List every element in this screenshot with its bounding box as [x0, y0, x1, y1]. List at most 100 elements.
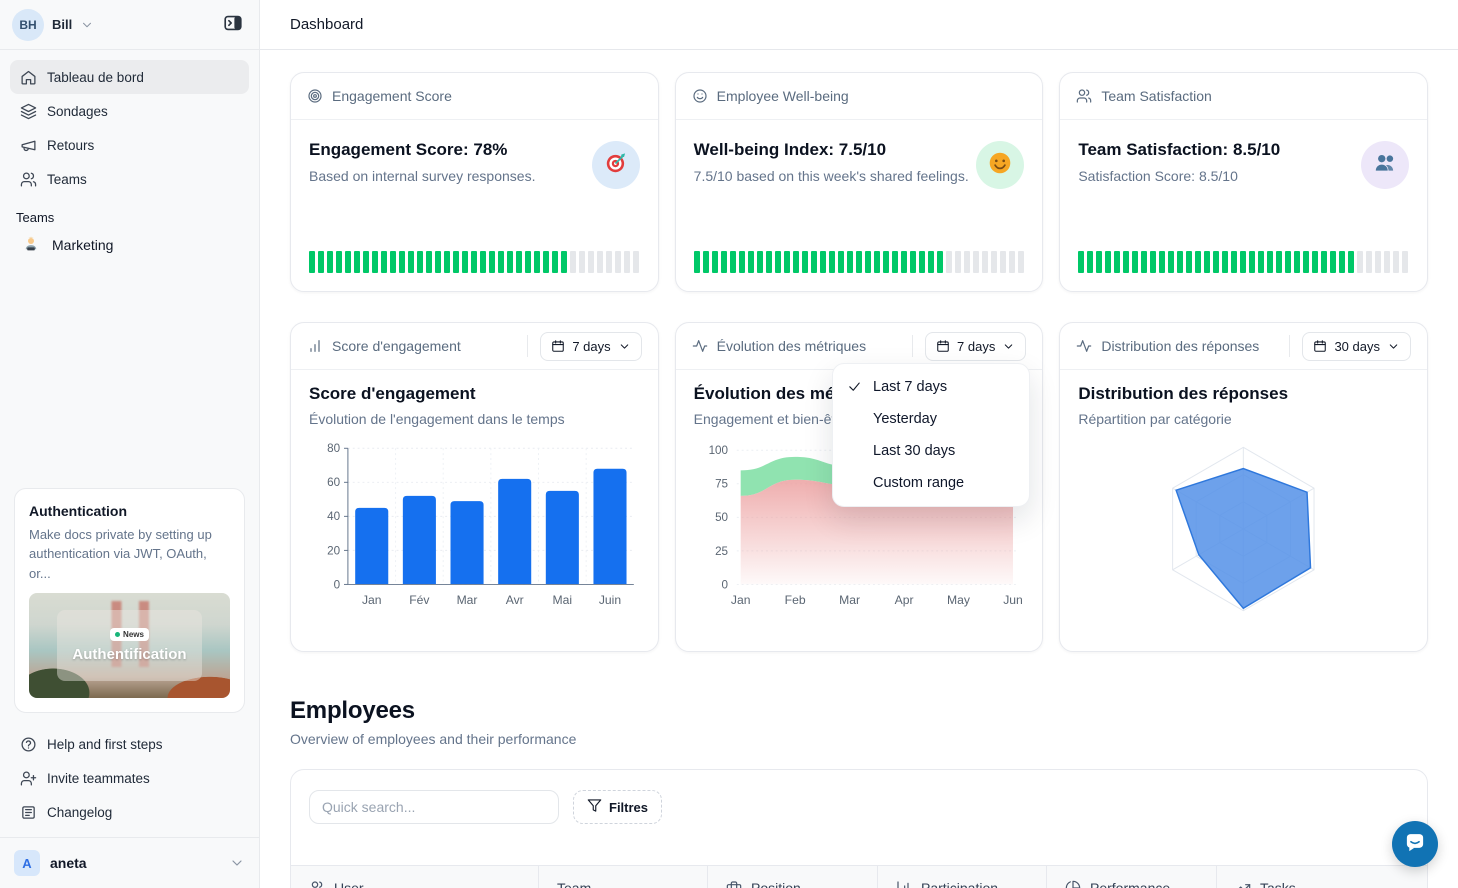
sidebar-header: BH Bill: [0, 0, 259, 50]
progress-segment: [1321, 251, 1328, 273]
chat-launcher-button[interactable]: [1392, 821, 1438, 867]
progress-segment: [480, 251, 486, 273]
promo-image-overlay: News Authentification: [57, 609, 202, 682]
progress-segment: [327, 251, 333, 273]
stat-card-body: Well-being Index: 7.5/10 7.5/10 based on …: [676, 120, 1043, 204]
users-icon: [309, 880, 325, 888]
progress-segment: [597, 251, 603, 273]
sidebar-item-changelog[interactable]: Changelog: [10, 795, 249, 829]
sidebar-item-tableau-de-bord[interactable]: Tableau de bord: [10, 60, 249, 94]
column-header-user[interactable]: User: [291, 866, 539, 888]
pie-chart-icon: [1065, 880, 1081, 888]
svg-text:80: 80: [327, 442, 340, 455]
chart-card-body: Score d'engagement Évolution de l'engagem…: [291, 370, 658, 627]
progress-segment: [1312, 251, 1319, 273]
chevron-down-icon: [229, 855, 245, 871]
search-input[interactable]: [309, 790, 559, 824]
column-header-label: Performance: [1090, 879, 1171, 888]
column-header-position[interactable]: Position: [708, 866, 878, 888]
progress-segment: [1096, 251, 1103, 273]
sidebar-item-label: Help and first steps: [47, 736, 163, 752]
progress-segment: [1159, 251, 1166, 273]
progress-segment: [837, 251, 844, 273]
trending-up-icon: [1235, 880, 1251, 888]
collapse-sidebar-button[interactable]: [219, 11, 247, 39]
chevron-down-icon[interactable]: [80, 18, 94, 32]
date-range-button[interactable]: 30 days: [1302, 331, 1411, 361]
progress-segment: [336, 251, 342, 273]
progress-segment: [720, 251, 727, 273]
chart-title: Score d'engagement: [309, 384, 476, 403]
workspace-switcher[interactable]: A aneta: [0, 838, 259, 888]
progress-segment: [756, 251, 763, 273]
sidebar-item-teams[interactable]: Teams: [10, 162, 249, 196]
chart-card-header-right: 7 days: [527, 331, 642, 361]
column-header-team[interactable]: Team: [539, 866, 708, 888]
progress-segment: [738, 251, 745, 273]
date-range-button[interactable]: 7 days: [540, 331, 642, 361]
progress-segment: [435, 251, 441, 273]
sidebar-item-retours[interactable]: Retours: [10, 128, 249, 162]
sidebar-team-marketing[interactable]: Marketing: [0, 227, 259, 263]
progress-segment: [1240, 251, 1247, 273]
user-avatar[interactable]: BH: [12, 8, 44, 41]
chart-bar: 0 20 40 60 80 Jan Fév Mar Avr Mai Juin: [309, 431, 640, 627]
filters-button[interactable]: Filtres: [573, 790, 663, 824]
team-label: Marketing: [52, 237, 114, 253]
progress-segment: [891, 251, 898, 273]
svg-text:Mar: Mar: [839, 593, 860, 607]
employees-subtitle: Overview of employees and their performa…: [290, 731, 577, 747]
chart-card-header-right: 7 days: [912, 331, 1027, 361]
date-range-button[interactable]: 7 days: [925, 331, 1027, 361]
technologist-emoji-icon: [22, 235, 40, 256]
menu-item-label: Last 30 days: [873, 443, 956, 459]
progress-segment: [318, 251, 324, 273]
chart-subtitle: Répartition par catégorie: [1078, 411, 1232, 427]
stat-card-body: Engagement Score: 78% Based on internal s…: [291, 120, 658, 204]
promo-card[interactable]: Authentication Make docs private by sett…: [14, 487, 245, 713]
calendar-icon: [1313, 339, 1327, 353]
menu-item-custom-range[interactable]: Custom range: [833, 467, 1029, 499]
progress-segment: [1204, 251, 1211, 273]
column-header-performance[interactable]: Performance: [1047, 866, 1217, 888]
progress-segment: [372, 251, 378, 273]
chart-card-0: Score d'engagement 7 days Score d'engageme…: [290, 322, 659, 652]
progress-segment: [588, 251, 594, 273]
progress-segment: [1186, 251, 1193, 273]
column-header-label: Team: [557, 879, 592, 888]
stat-card-description: Based on internal survey responses.: [309, 168, 536, 184]
date-range-label: 7 days: [572, 338, 611, 354]
svg-text:Mar: Mar: [457, 593, 478, 607]
sidebar-item-invite[interactable]: Invite teammates: [10, 761, 249, 795]
filters-button-label: Filtres: [609, 799, 649, 815]
menu-item-last-30-days[interactable]: Last 30 days: [833, 435, 1029, 467]
funnel-icon: [587, 798, 602, 816]
column-header-tasks[interactable]: Tasks: [1217, 866, 1427, 888]
menu-item-last-7-days[interactable]: Last 7 days: [833, 371, 1029, 403]
progress-segment: [471, 251, 477, 273]
svg-text:Juin: Juin: [599, 593, 621, 607]
progress-segment: [1258, 251, 1265, 273]
sidebar-nav: Tableau de bord Sondages Retours Teams: [0, 50, 259, 196]
progress-segment: [810, 251, 817, 273]
sidebar-item-label: Retours: [47, 137, 95, 153]
chart-card-header-label: Distribution des réponses: [1101, 338, 1260, 354]
progress-segment: [990, 251, 997, 273]
user-name[interactable]: Bill: [52, 17, 73, 32]
progress-bar: [309, 251, 640, 273]
layers-icon: [20, 103, 37, 120]
sidebar-item-help[interactable]: Help and first steps: [10, 727, 249, 761]
progress-segment: [354, 251, 360, 273]
progress-segment: [1348, 251, 1355, 273]
column-header-participation[interactable]: Participation: [878, 866, 1047, 888]
svg-text:0: 0: [334, 578, 341, 591]
column-header-label: Tasks: [1260, 879, 1296, 888]
menu-item-label: Last 7 days: [873, 379, 948, 395]
sidebar-item-sondages[interactable]: Sondages: [10, 94, 249, 128]
progress-segment: [552, 251, 558, 273]
chart-column-icon: [896, 880, 912, 888]
menu-item-yesterday[interactable]: Yesterday: [833, 403, 1029, 435]
progress-segment: [1285, 251, 1292, 273]
progress-segment: [633, 251, 639, 273]
stat-card-body: Team Satisfaction: 8.5/10 Satisfaction Sc…: [1060, 120, 1427, 204]
